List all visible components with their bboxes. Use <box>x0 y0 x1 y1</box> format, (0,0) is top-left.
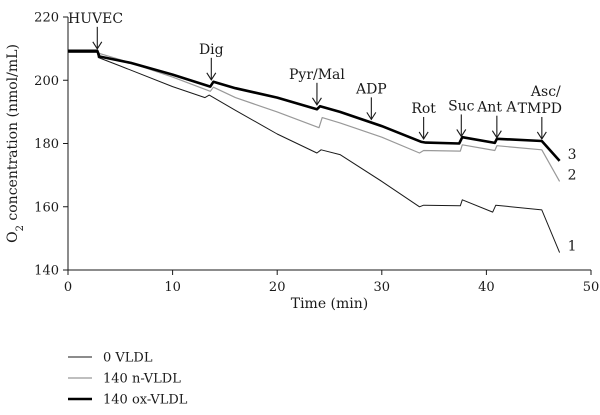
y-axis-title-rest: concentration (nmol/mL) <box>5 44 21 225</box>
annotation-label: Suc <box>448 98 475 114</box>
series-line-3 <box>68 49 561 162</box>
annotation-1: HUVEC <box>68 11 123 50</box>
annotation-6: Suc <box>448 98 475 138</box>
legend-item-1: 0 VLDL <box>68 351 153 366</box>
series-end-label-2: 2 <box>568 167 577 183</box>
x-tick-label: 0 <box>64 280 72 295</box>
y-ticks: 140 160 180 200 220 <box>34 11 68 279</box>
annotation-label: Pyr/Mal <box>289 67 345 83</box>
y-tick-label: 180 <box>34 137 59 152</box>
annotation-label: HUVEC <box>68 11 123 27</box>
annotation-label: Dig <box>199 42 224 58</box>
legend: 0 VLDL 140 n-VLDL 140 ox-VLDL <box>68 351 188 408</box>
legend-item-2: 140 n-VLDL <box>68 372 181 387</box>
annotation-label: Rot <box>411 101 436 117</box>
annotation-4: ADP <box>355 81 387 121</box>
annotation-3: Pyr/Mal <box>289 67 345 106</box>
y-tick-label: 140 <box>34 264 59 279</box>
annotation-label: Asc/ <box>530 84 561 100</box>
series-end-label-3: 3 <box>568 147 577 163</box>
y-tick-label: 200 <box>34 74 59 89</box>
series-end-label-1: 1 <box>568 239 577 255</box>
annotation-arrow-head <box>536 131 547 140</box>
y-tick-label: 160 <box>34 200 59 215</box>
annotation-label: ADP <box>355 81 387 97</box>
legend-label: 0 VLDL <box>103 351 153 366</box>
y-axis-title-subscript: 2 <box>15 225 26 231</box>
annotation-arrow-head <box>366 112 377 121</box>
annotation-label-line2: TMPD <box>518 101 562 117</box>
y-axis-title-main: O <box>5 231 21 242</box>
x-tick-label: 30 <box>374 280 391 295</box>
x-tick-label: 50 <box>583 280 600 295</box>
annotation-arrow-head <box>456 129 467 138</box>
legend-item-3: 140 ox-VLDL <box>68 393 188 408</box>
annotation-arrow-head <box>206 72 217 81</box>
legend-label: 140 n-VLDL <box>103 372 181 387</box>
x-axis-title: Time (min) <box>291 296 369 312</box>
series-lines <box>68 49 561 253</box>
annotation-5: Rot <box>411 101 436 140</box>
annotation-arrow-head <box>491 130 502 139</box>
x-tick-label: 20 <box>269 280 286 295</box>
x-tick-label: 10 <box>164 280 181 295</box>
x-ticks: 0 10 20 30 40 50 <box>64 270 599 295</box>
y-axis-title: O2 concentration (nmol/mL) <box>5 44 26 243</box>
y-tick-label: 220 <box>34 11 59 26</box>
annotation-8: Asc/TMPD <box>518 84 562 140</box>
x-tick-label: 40 <box>478 280 495 295</box>
annotation-arrow-head <box>311 97 322 106</box>
annotation-arrow-head <box>92 41 103 50</box>
annotation-2: Dig <box>199 42 224 81</box>
legend-label: 140 ox-VLDL <box>103 393 188 408</box>
annotation-7: Ant A <box>476 100 517 139</box>
axes <box>67 17 591 271</box>
series-line-1 <box>68 51 561 253</box>
annotation-arrow-head <box>418 131 429 140</box>
annotation-label: Ant A <box>476 100 517 116</box>
series-end-labels: 1 2 3 <box>568 147 577 255</box>
